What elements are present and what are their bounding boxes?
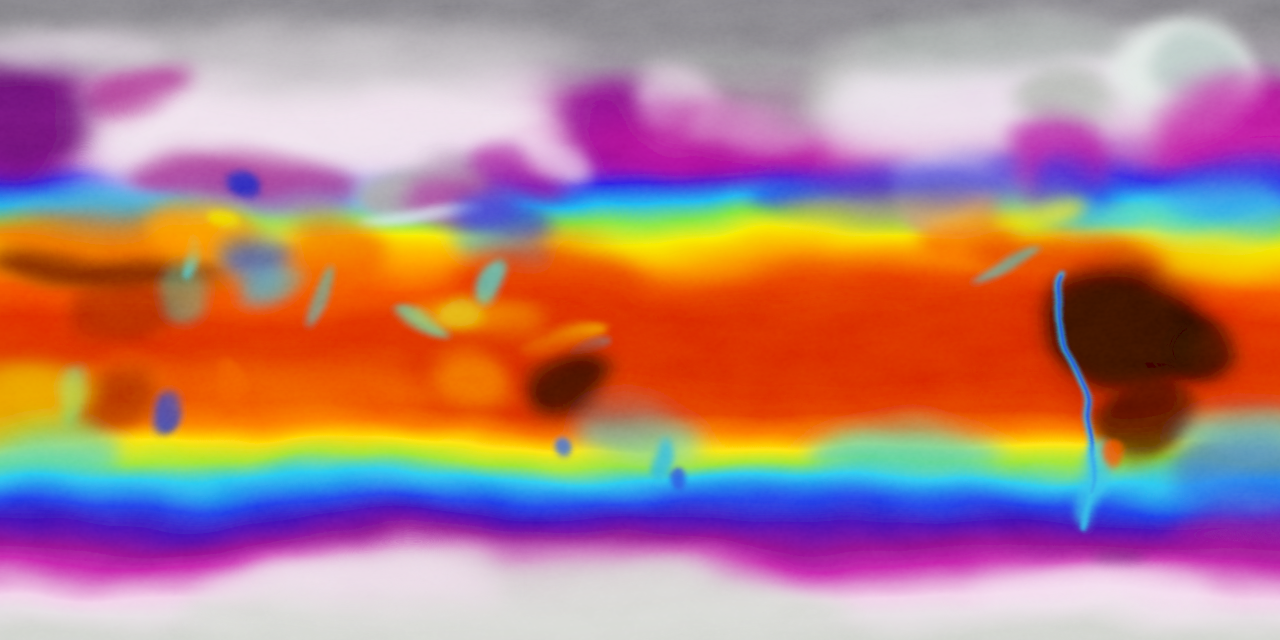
texture-grain-fine xyxy=(0,0,1280,640)
global-temperature-map xyxy=(0,0,1280,640)
global-temperature-map-stage xyxy=(0,0,1280,640)
